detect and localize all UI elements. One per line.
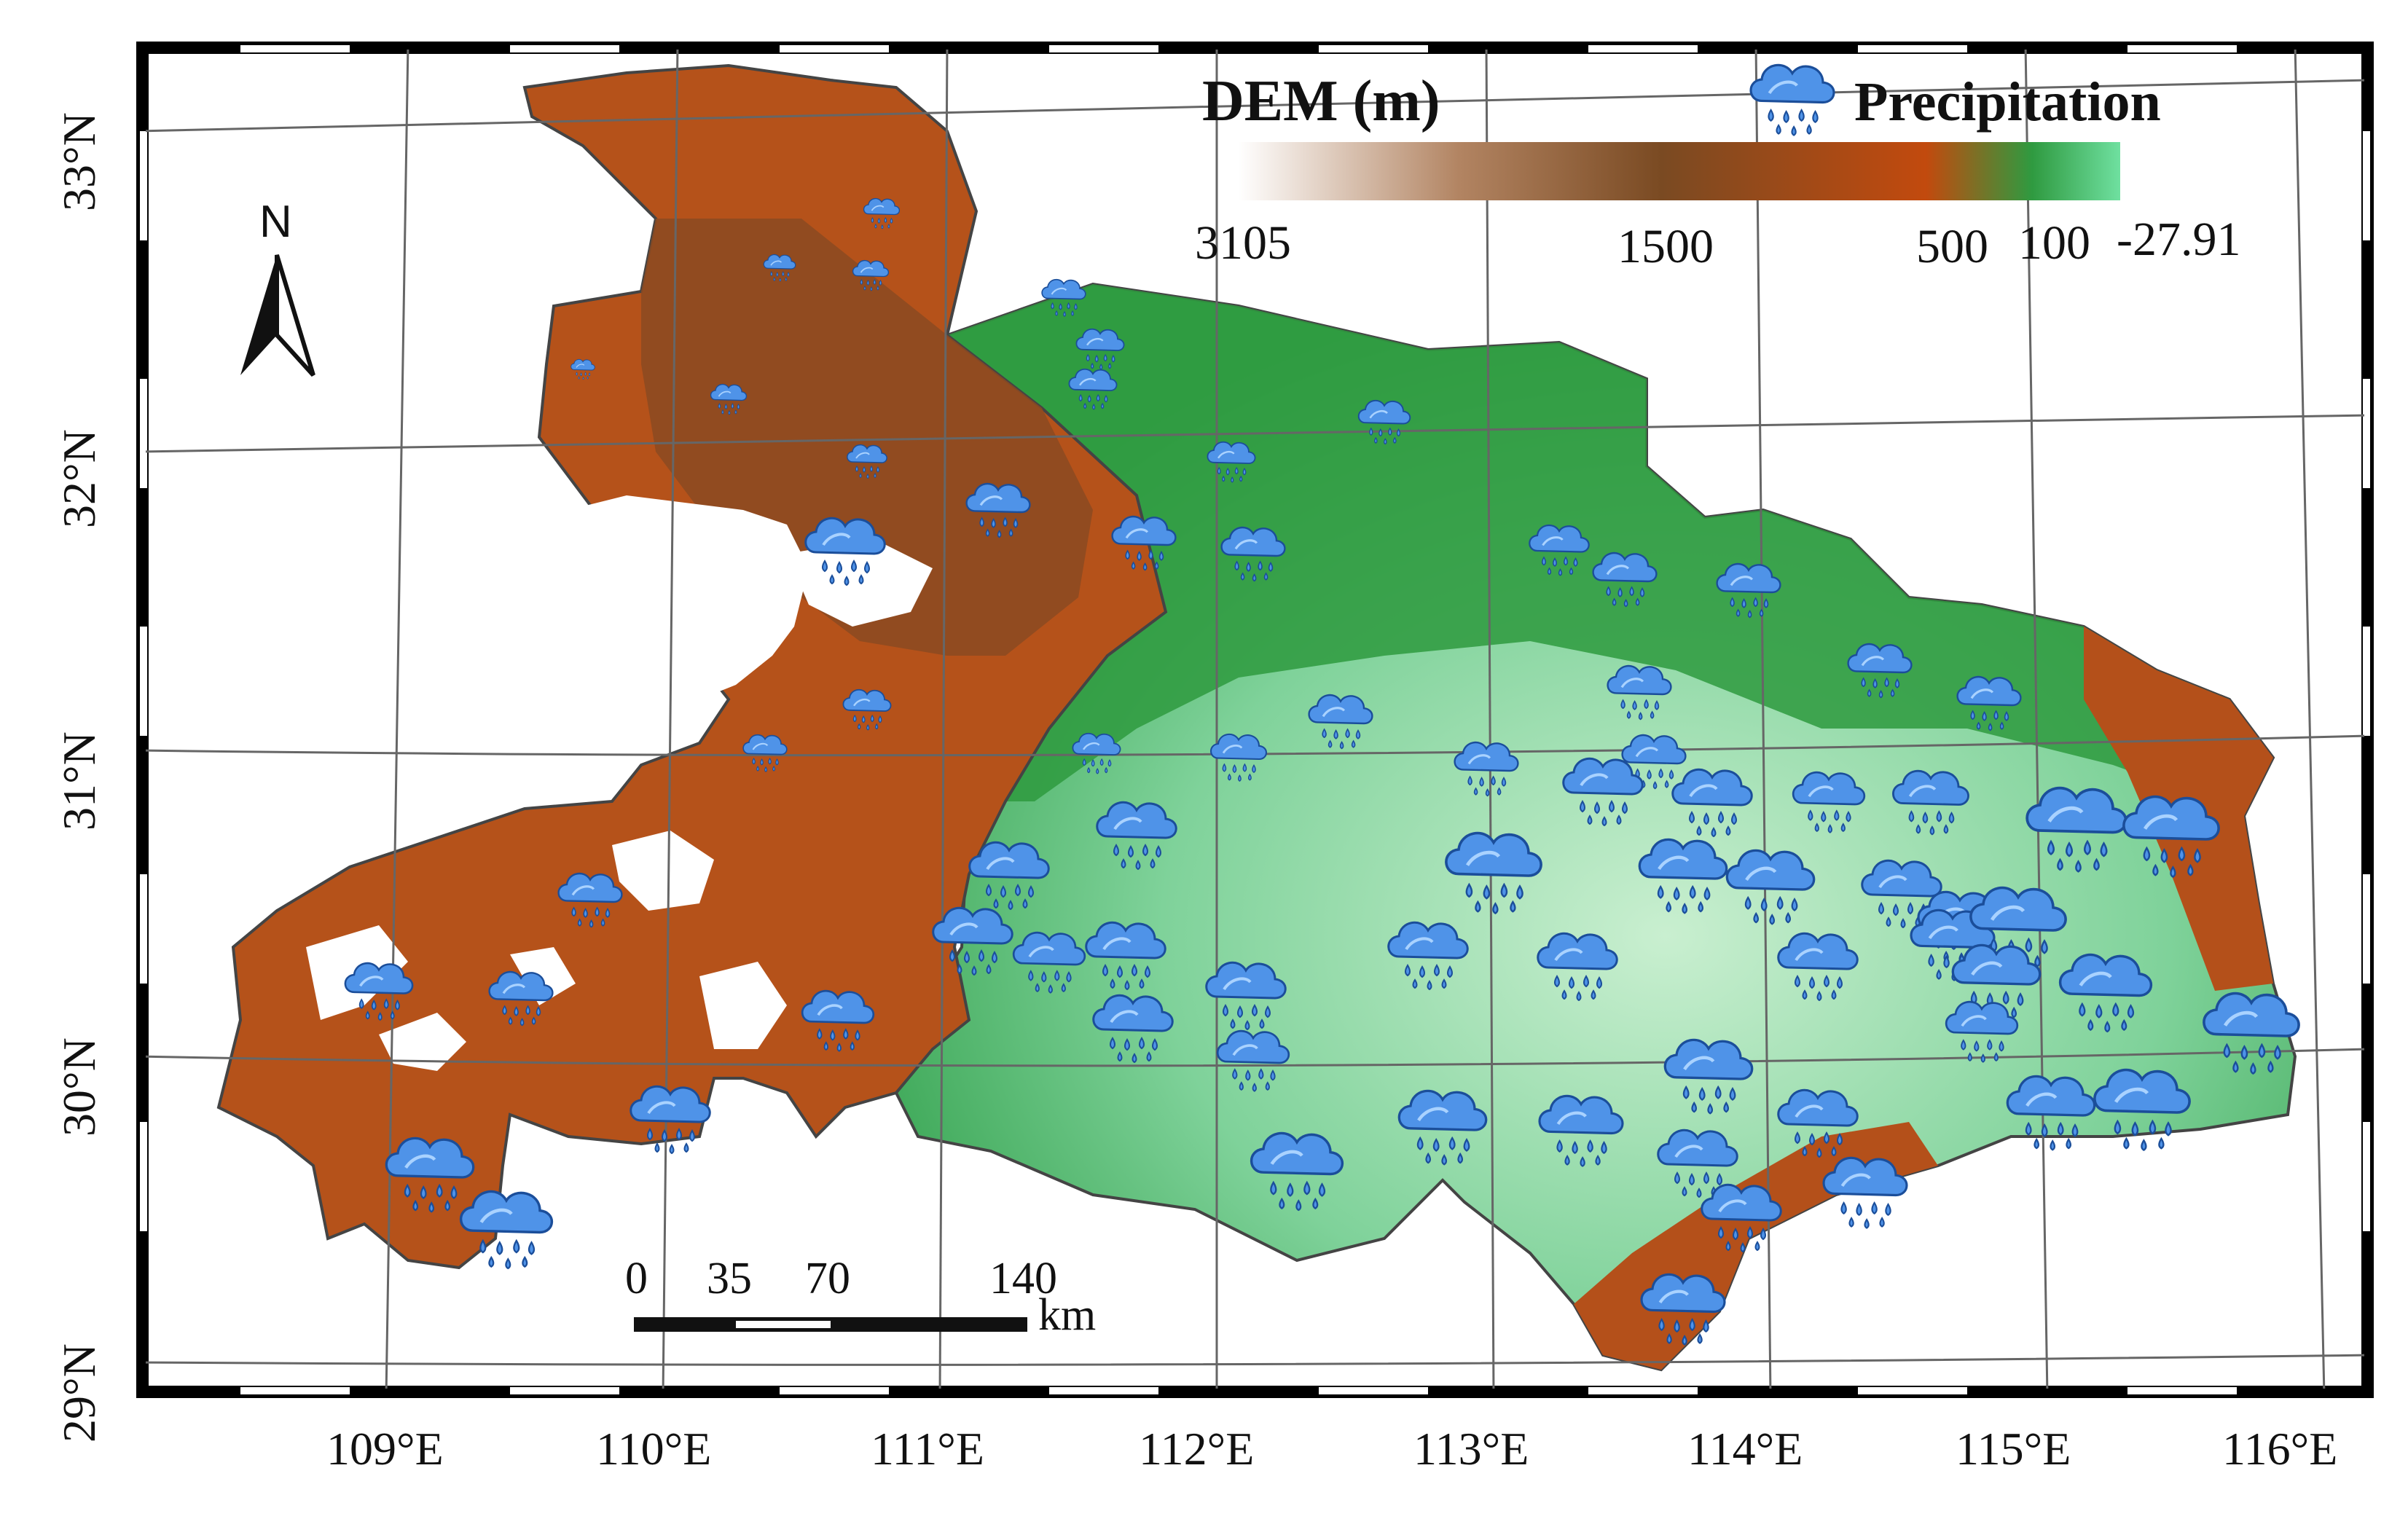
north-arrow: N xyxy=(240,197,315,377)
dem-legend-title: DEM (m) xyxy=(1202,69,1440,133)
high-peaks-shennongjia xyxy=(561,495,809,699)
scale-tick-0: 0 xyxy=(625,1254,648,1303)
dem-tick-3105: 3105 xyxy=(1195,216,1291,270)
north-label: N xyxy=(259,197,292,247)
longitude-labels: 109°E 110°E 111°E 112°E 113°E 114°E 115°… xyxy=(326,1423,2337,1475)
latitude-labels: 33°N 32°N 31°N 30°N 29°N xyxy=(53,112,105,1443)
lon-label-115: 115°E xyxy=(1956,1423,2071,1475)
lon-label-109: 109°E xyxy=(326,1423,444,1475)
precipitation-legend-label: Precipitation xyxy=(1854,71,2161,133)
lon-label-110: 110°E xyxy=(596,1423,711,1475)
scale-bar: 0 35 70 140 km xyxy=(625,1254,1096,1340)
scale-tick-70: 70 xyxy=(805,1254,850,1303)
legend: DEM (m) 3105 1500 500 100 -27.91 Precipi… xyxy=(1195,65,2240,273)
high-peaks-southwest xyxy=(306,831,787,1071)
dem-tick-500: 500 xyxy=(1916,220,1988,273)
scale-unit: km xyxy=(1038,1290,1096,1340)
lat-label-31: 31°N xyxy=(53,731,105,831)
lon-label-111: 111°E xyxy=(871,1423,984,1475)
lat-label-29: 29°N xyxy=(53,1343,105,1443)
lon-label-112: 112°E xyxy=(1139,1423,1254,1475)
lon-label-114: 114°E xyxy=(1687,1423,1803,1475)
lon-label-116: 116°E xyxy=(2222,1423,2337,1475)
scale-tick-35: 35 xyxy=(707,1254,752,1303)
dem-tick-min: -27.91 xyxy=(2117,213,2240,266)
lat-label-30: 30°N xyxy=(53,1037,105,1137)
lat-label-32: 32°N xyxy=(53,429,105,528)
north-arrow-icon xyxy=(240,254,315,377)
scale-tick-140: 140 xyxy=(989,1254,1057,1303)
dem-tick-1500: 1500 xyxy=(1617,220,1714,273)
lat-label-33: 33°N xyxy=(53,112,105,211)
dem-tick-100: 100 xyxy=(2018,216,2090,270)
lon-label-113: 113°E xyxy=(1413,1423,1529,1475)
dem-colorbar xyxy=(1239,142,2120,200)
